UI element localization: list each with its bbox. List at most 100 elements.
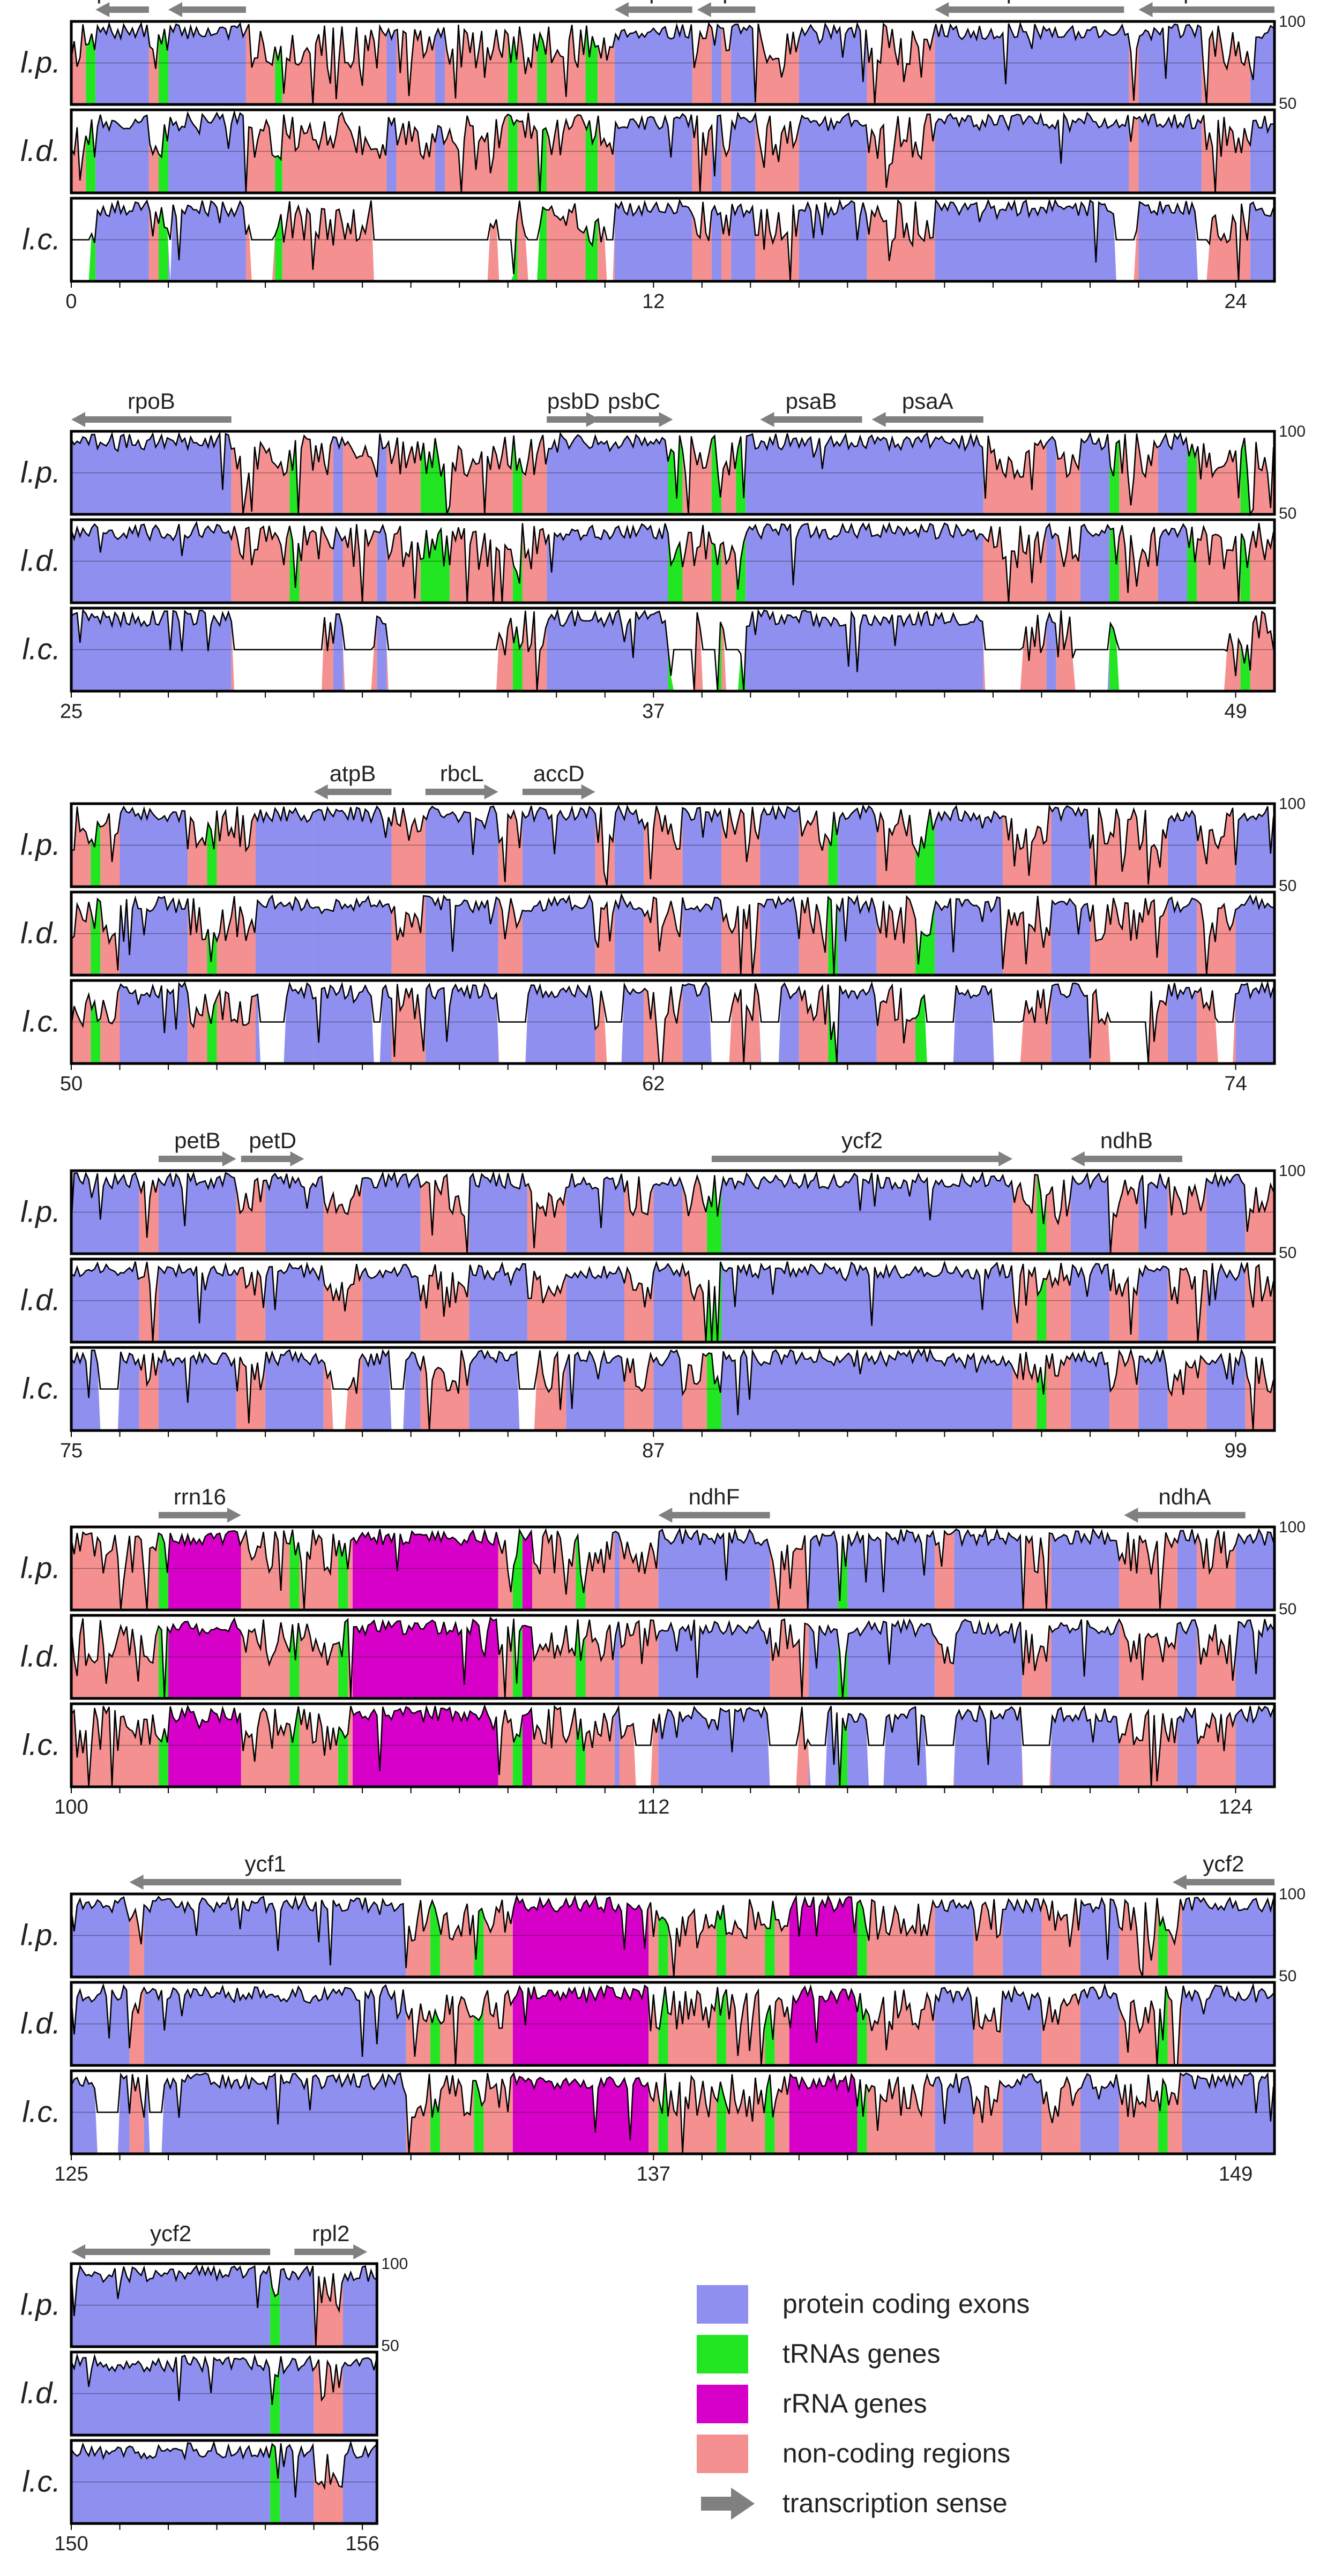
x-tick-label: 0 [65,290,77,313]
region-protein [377,522,387,603]
gene-label: accD [533,761,585,786]
identity-curve [70,1982,1274,2066]
region-protein [547,522,668,603]
track-frame [70,802,1276,888]
gene-arrow-head [227,1508,241,1523]
identity-curve [70,1894,1274,1978]
region-protein [280,2266,314,2347]
identity-curve [70,980,1274,1065]
track-ld: l.d. 50 [20,95,1296,194]
legend-swatch [697,2335,748,2373]
gene-arrow-psaA: psaA [871,388,983,427]
gene-arrow-head [353,2244,368,2259]
legend-label: transcription sense [782,2488,1008,2518]
x-tick-label: 24 [1224,290,1247,313]
identity-curve [71,198,1274,282]
row-label: l.d. [20,1283,61,1317]
row-label: l.p. [20,1195,61,1229]
gene-label: ndhF [689,1484,740,1509]
region-protein [808,1529,838,1610]
region-protein [1158,522,1188,603]
gene-label: psbD [547,388,600,414]
region-protein [71,1896,130,1977]
gene-label: ndhA [1158,1484,1211,1509]
identity-curve [71,893,1274,976]
gene-arrow-head [290,1151,304,1166]
gene-arrow-head [760,412,774,427]
region-protein [435,24,445,104]
row-label: l.p. [20,2288,61,2322]
gene-arrow-head [659,412,673,427]
region-protein [144,2073,406,2154]
row-label: l.c. [22,1728,61,1762]
x-tick-label: 87 [642,1440,665,1462]
row-label: l.d. [20,544,61,578]
gene-arrow-head [697,2,711,17]
gene-arrow-head [95,2,110,17]
gene-arrow-head [314,784,328,799]
region-protein [1138,1350,1168,1431]
region-protein [547,433,668,514]
scale-label-50: 50 [1279,1600,1296,1618]
x-tick-label: 156 [345,2533,379,2555]
region-protein [158,1173,236,1254]
gene-label: petB [174,1128,220,1153]
gene-label: psbA [96,0,148,4]
region-protein [333,522,343,603]
x-axis: 0 12 24 [65,281,1247,313]
region-rrna [512,1985,649,2065]
region-protein [760,806,799,887]
row-label: l.d. [20,134,61,168]
region-protein [1182,1985,1274,2065]
region-protein [168,24,246,104]
x-tick-label: 149 [1219,2163,1252,2185]
region-protein [1051,806,1091,887]
track-frame [70,518,1276,604]
row-label: l.c. [22,1372,61,1405]
region-protein [265,1173,324,1254]
track-ld: l.d. 50 [20,1967,1296,2067]
gene-label: rbcL [440,761,484,786]
gene-label: psbC [608,388,660,414]
gene-label: rpoB [128,388,175,414]
region-protein [469,1261,527,1342]
identity-curve [70,21,1274,105]
track-frame [70,108,1276,194]
scale-label-100: 100 [1279,1885,1306,1903]
gene-arrow-head [935,2,949,17]
track-frame [70,1702,1276,1788]
track-lp: l.p. 100 [20,1885,1306,1979]
x-axis: 150 156 [54,2523,379,2555]
row-label: l.c. [22,2095,61,2129]
region-protein [1235,895,1274,975]
region-noncoding [347,1706,353,1787]
row-label: l.d. [20,916,61,950]
legend-label: protein coding exons [782,2289,1030,2319]
track-frame [70,197,1276,283]
row-label: l.d. [20,2006,61,2040]
gene-arrow-ndhA: ndhA [1124,1484,1246,1523]
gene-arrow-head [71,2244,85,2259]
gene-label: atpF [704,0,749,4]
track-frame [70,2350,378,2437]
scale-label-100: 100 [1279,1162,1306,1180]
identity-curve [70,2353,378,2405]
track-ld: l.d. 50 [20,1244,1296,1344]
track-frame [70,1892,1276,1979]
gene-arrow-ndhF: ndhF [658,1484,770,1523]
region-protein [1046,522,1056,603]
gene-arrow-head [581,784,595,799]
scale-label-100: 100 [1279,13,1306,31]
region-protein [1235,1529,1274,1610]
track-frame [70,1169,1276,1255]
region-protein [653,1261,683,1342]
region-protein [1080,1896,1120,1977]
row-label: l.p. [20,455,61,489]
panel-0: psbAmatKatpAatpFrpoC2rpoC1l.p.100l.d.50l… [20,0,1306,313]
region-protein [1070,1350,1110,1431]
gene-label: rpoC1 [1176,0,1237,4]
region-protein [711,200,722,281]
track-frame [70,2069,1276,2155]
region-protein [377,433,387,514]
